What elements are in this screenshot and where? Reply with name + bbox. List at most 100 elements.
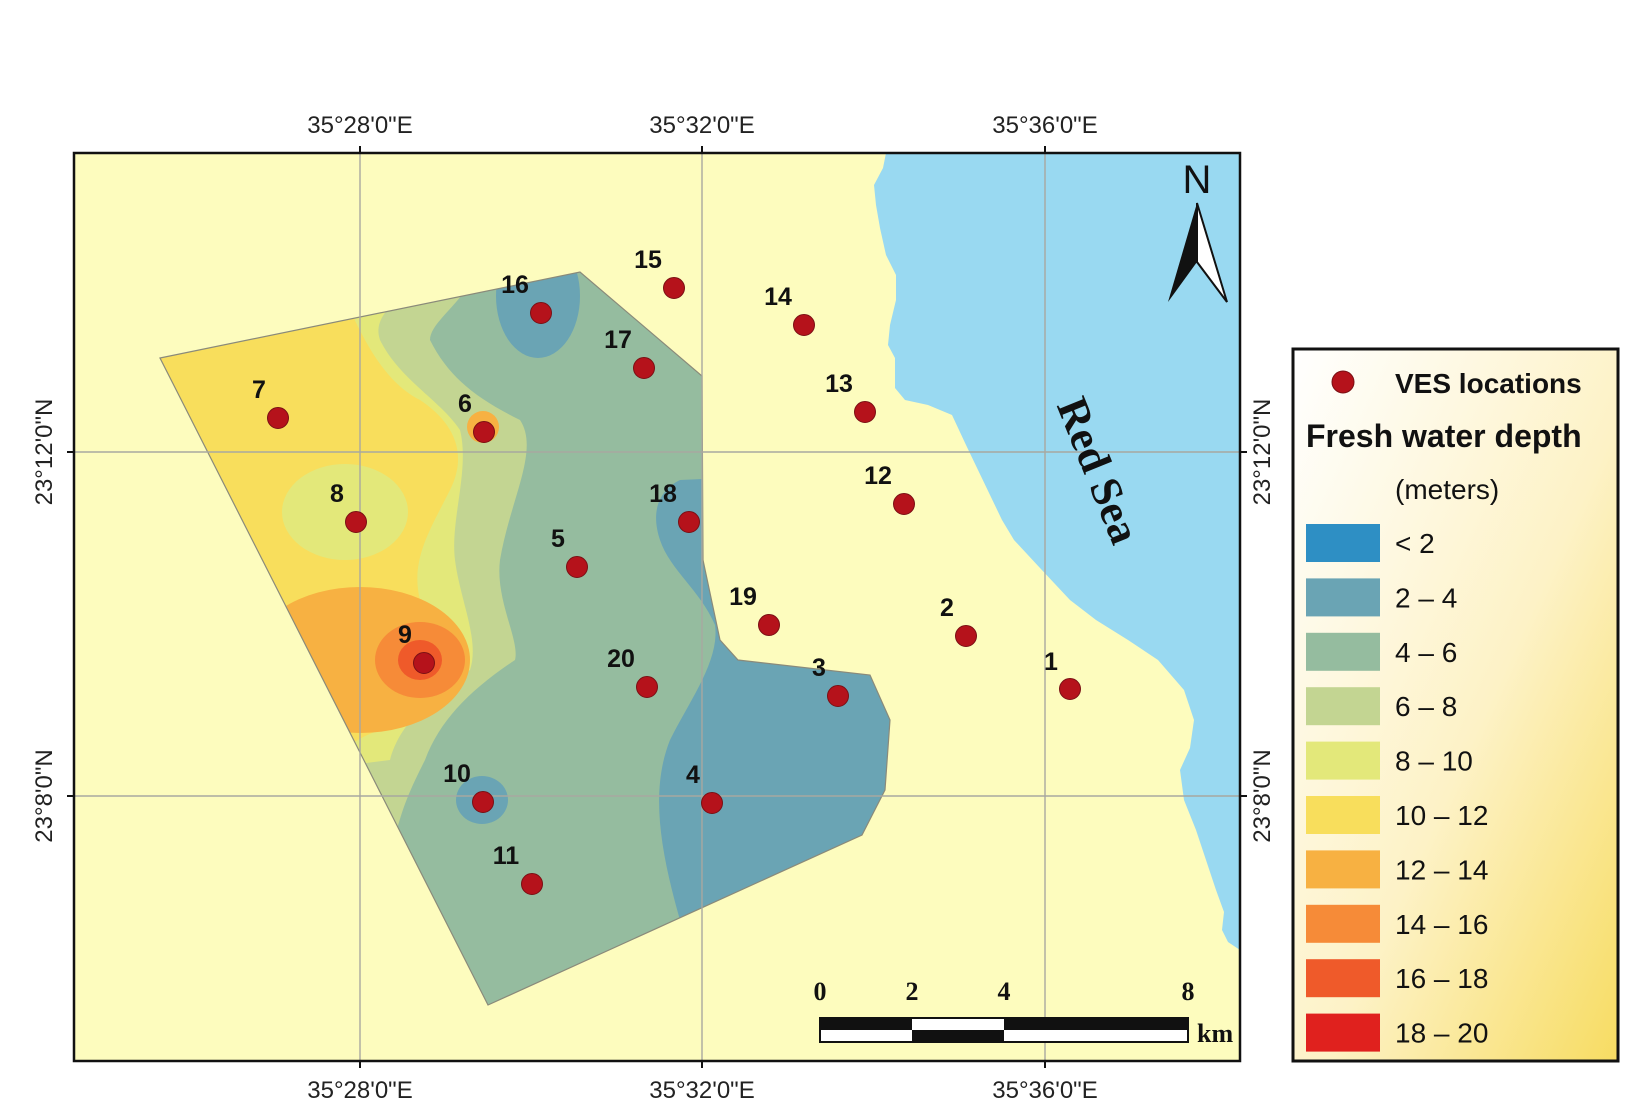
ves-point-17: 17 (604, 326, 655, 379)
svg-text:7: 7 (252, 376, 266, 404)
svg-text:N: N (1183, 158, 1212, 202)
top-tick-1: 35°28'0"E (307, 112, 412, 139)
ves-point-6: 6 (458, 390, 495, 443)
right-tick-2: 23°8'0"N (1249, 749, 1276, 842)
ves-point-14: 14 (764, 283, 815, 336)
svg-text:15: 15 (634, 246, 662, 274)
north-arrow-icon: N (1168, 158, 1228, 303)
scale-bar: 0 2 4 8 km (814, 977, 1234, 1048)
ves-point-5: 5 (551, 525, 588, 578)
ves-point-20: 20 (607, 645, 658, 698)
top-tick-2: 35°32'0"E (649, 112, 754, 139)
svg-text:9: 9 (398, 621, 412, 649)
legend-class-5: 8 – 10 (1306, 741, 1473, 780)
legend-class-1: < 2 (1306, 524, 1435, 562)
legend-class-7: 12 – 14 (1306, 850, 1488, 889)
right-tick-1: 23°12'0"N (1249, 399, 1276, 506)
legend-ves-marker (1331, 370, 1355, 394)
svg-text:4: 4 (686, 761, 700, 789)
legend-swatch-6 (1306, 796, 1380, 834)
legend-swatch-8 (1306, 904, 1380, 943)
ves-point-16: 16 (501, 271, 552, 324)
svg-text:17: 17 (604, 326, 632, 354)
scale-unit: km (1197, 1019, 1233, 1048)
legend-swatch-7 (1306, 850, 1380, 889)
ves-point-9: 9 (398, 621, 435, 674)
legend-class-6: 10 – 12 (1306, 796, 1488, 834)
legend-swatch-2 (1306, 578, 1380, 617)
legend-class-label-6: 10 – 12 (1395, 800, 1488, 831)
red-sea (874, 153, 1240, 950)
legend-title: Fresh water depth (1306, 418, 1582, 454)
scale-label-0: 0 (814, 977, 827, 1006)
svg-text:16: 16 (501, 271, 529, 299)
left-tick-1: 23°12'0"N (31, 399, 58, 506)
svg-text:18: 18 (649, 480, 677, 508)
ves-point-8: 8 (330, 480, 367, 533)
svg-text:11: 11 (493, 842, 520, 870)
legend-class-2: 2 – 4 (1306, 578, 1457, 617)
ves-point-7: 7 (252, 376, 289, 429)
legend-ves-label: VES locations (1395, 368, 1582, 399)
bottom-tick-2: 35°32'0"E (649, 1077, 754, 1104)
legend-class-label-4: 6 – 8 (1395, 691, 1457, 722)
ves-point-15: 15 (634, 246, 685, 299)
ves-point-18: 18 (649, 480, 700, 533)
svg-text:13: 13 (825, 370, 853, 398)
legend-class-label-5: 8 – 10 (1395, 746, 1473, 777)
ves-point-2: 2 (940, 594, 977, 647)
ves-points: 1 2 3 4 5 6 7 8 9 10 11 12 13 14 15 16 1… (252, 246, 1081, 895)
map-frame (72, 151, 1242, 1063)
legend-swatch-1 (1306, 524, 1380, 562)
legend-class-label-7: 12 – 14 (1395, 854, 1488, 885)
legend-class-label-2: 2 – 4 (1395, 582, 1457, 613)
svg-text:5: 5 (551, 525, 565, 553)
graticule (74, 153, 1240, 1061)
svg-text:12: 12 (864, 462, 892, 490)
left-tick-2: 23°8'0"N (31, 749, 58, 842)
legend-class-label-3: 4 – 6 (1395, 637, 1457, 668)
top-tick-3: 35°36'0"E (992, 112, 1097, 139)
ves-point-3: 3 (812, 654, 849, 707)
legend-class-9: 16 – 18 (1306, 959, 1488, 998)
ves-point-11: 11 (493, 842, 543, 895)
svg-text:1: 1 (1044, 648, 1058, 676)
svg-text:3: 3 (812, 654, 826, 682)
ves-point-19: 19 (729, 583, 780, 636)
legend-class-label-8: 14 – 16 (1395, 909, 1488, 940)
frame-ticks (67, 146, 1247, 1068)
svg-text:14: 14 (764, 283, 792, 311)
svg-text:8: 8 (330, 480, 344, 508)
legend-swatch-10 (1306, 1013, 1380, 1052)
scale-label-2: 2 (906, 977, 919, 1006)
legend-subtitle: (meters) (1395, 474, 1499, 505)
legend-classes: < 2 2 – 4 4 – 6 6 – 8 8 – 10 10 – 12 12 – 14 14… (1306, 524, 1488, 1052)
legend-class-4: 6 – 8 (1306, 687, 1457, 726)
ves-point-13: 13 (825, 370, 876, 423)
scale-label-4: 4 (998, 977, 1011, 1006)
ves-point-12: 12 (864, 462, 915, 515)
legend-swatch-5 (1306, 741, 1380, 780)
svg-text:6: 6 (458, 390, 472, 418)
legend: VES locations Fresh water depth (meters)… (1291, 347, 1620, 1063)
legend-swatch-9 (1306, 959, 1380, 998)
legend-class-label-10: 18 – 20 (1395, 1018, 1488, 1049)
legend-class-3: 4 – 6 (1306, 632, 1457, 671)
ves-point-10: 10 (443, 760, 494, 813)
svg-text:19: 19 (729, 583, 757, 611)
svg-text:2: 2 (940, 594, 954, 622)
legend-swatch-4 (1306, 687, 1380, 726)
ves-point-4: 4 (686, 761, 723, 814)
legend-class-label-9: 16 – 18 (1395, 963, 1488, 994)
legend-class-10: 18 – 20 (1306, 1013, 1488, 1052)
svg-text:10: 10 (443, 760, 471, 788)
svg-text:20: 20 (607, 645, 635, 673)
legend-class-8: 14 – 16 (1306, 904, 1488, 943)
bottom-tick-3: 35°36'0"E (992, 1077, 1097, 1104)
bottom-tick-1: 35°28'0"E (307, 1077, 412, 1104)
scale-label-8: 8 (1182, 977, 1195, 1006)
ves-point-1: 1 (1044, 648, 1081, 700)
legend-swatch-3 (1306, 632, 1380, 671)
legend-class-label-1: < 2 (1395, 528, 1435, 559)
